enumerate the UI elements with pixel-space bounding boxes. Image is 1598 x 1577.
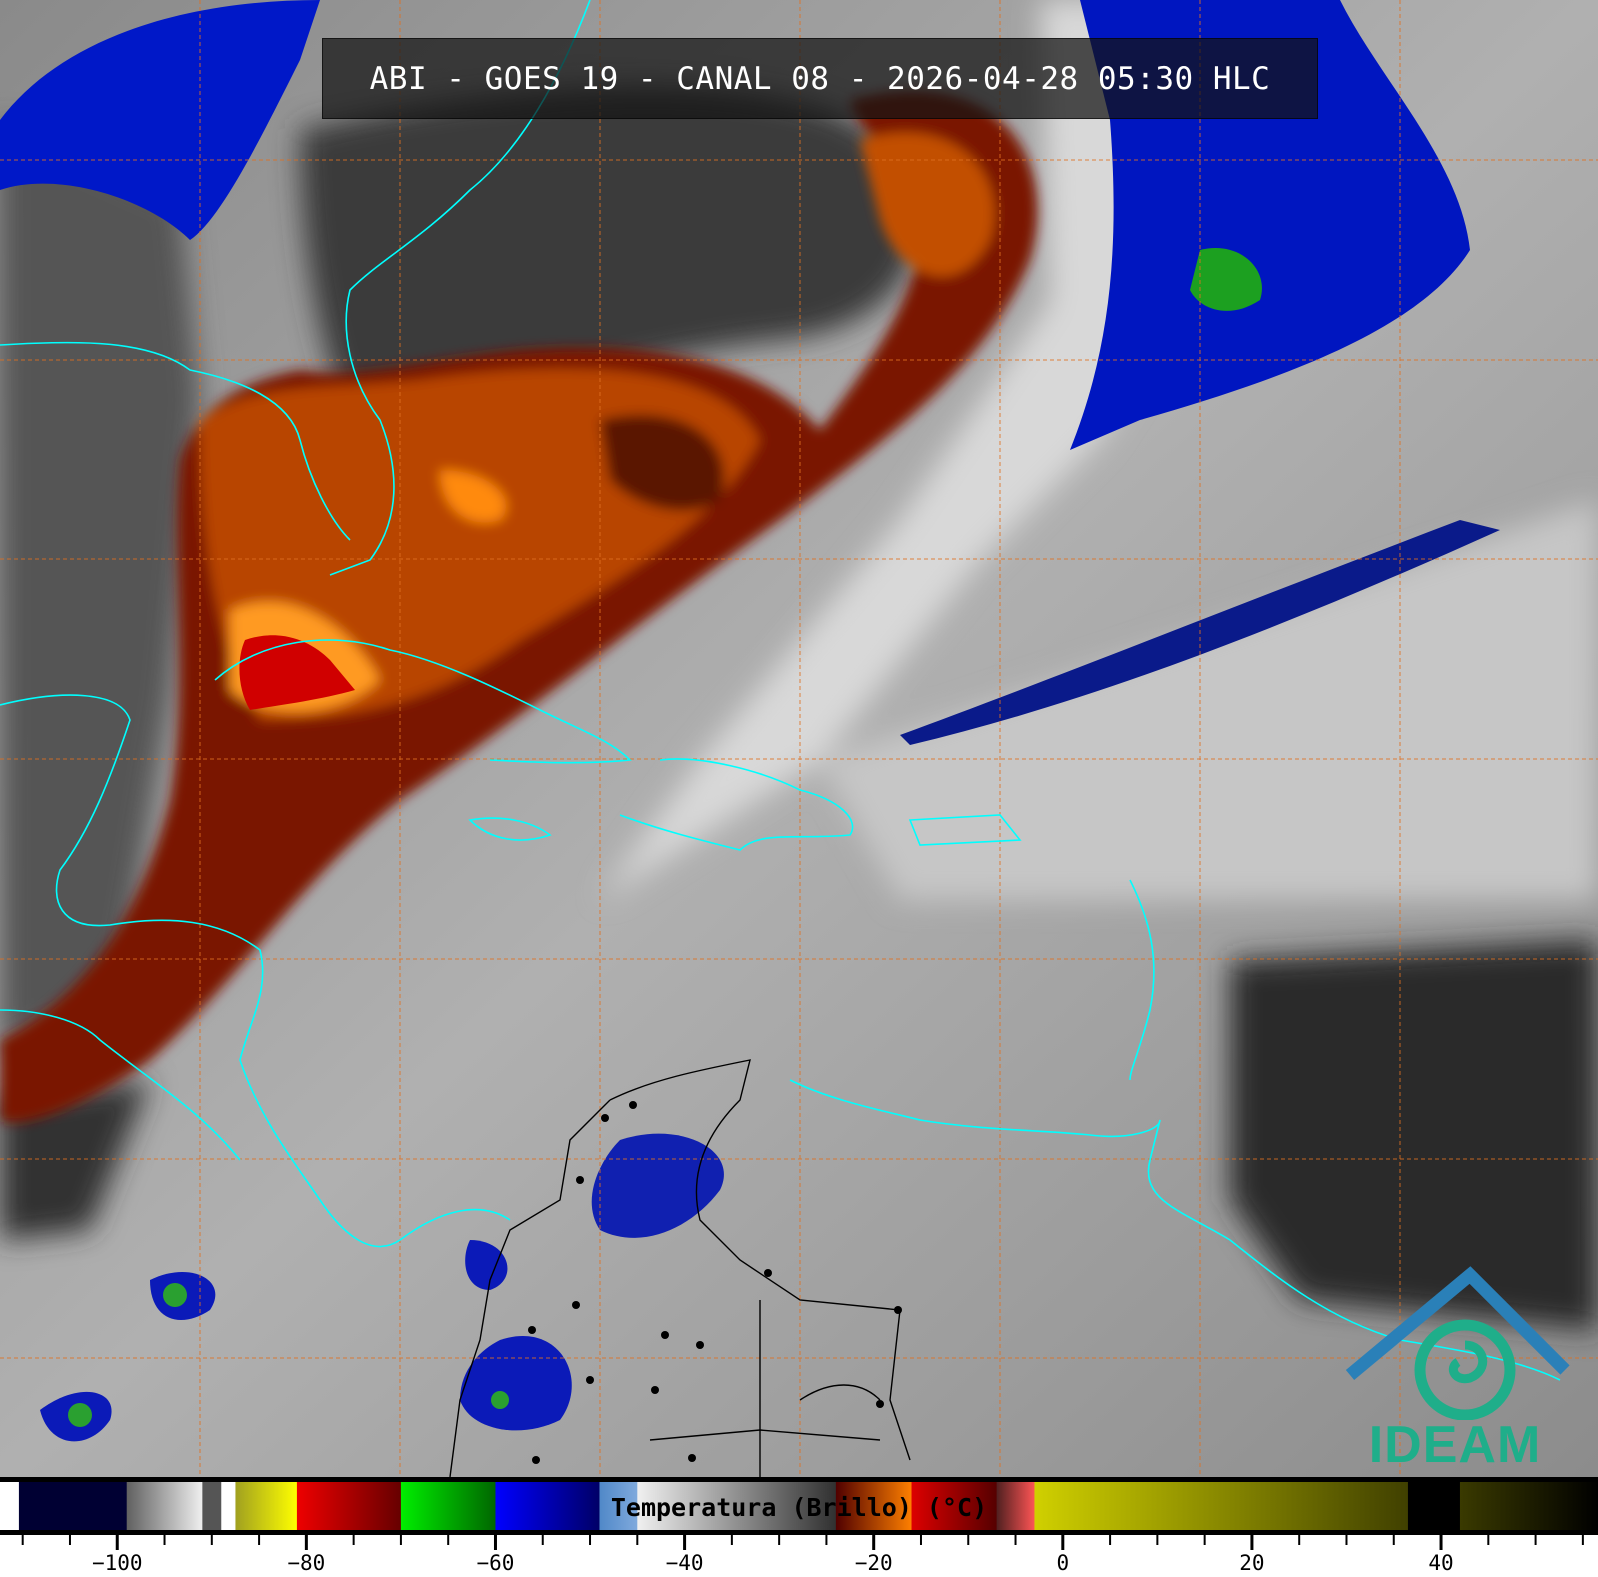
tick-label: −60 [476,1551,515,1575]
bright-cloud-band [600,0,1598,900]
colorbar-segment [835,1482,913,1530]
colorbar-segment [996,1482,1035,1530]
title-banner: ABI - GOES 19 - CANAL 08 - 2026-04-28 05… [322,38,1318,119]
colorbar-segment [18,1482,128,1530]
colorbar-segment [0,1482,20,1530]
ideam-logo: IDEAM [1340,1250,1570,1475]
colorbar-segment [126,1482,203,1530]
tick-label: −80 [287,1551,326,1575]
colorbar-segment [400,1482,496,1530]
colorbar-segment [599,1482,638,1530]
colorbar-segment [235,1482,298,1530]
colorbar-segment [1034,1482,1409,1530]
colorbar-axis: −100 −80 −60 −40 −20 0 20 40 [0,1535,1598,1577]
map-title: ABI - GOES 19 - CANAL 08 - 2026-04-28 05… [369,60,1271,97]
tick-label: −40 [665,1551,704,1575]
ideam-eye-icon [1345,1266,1570,1421]
tick-label: 20 [1239,1551,1265,1575]
cold-cloud-top [239,635,355,710]
colorbar-segment [637,1482,837,1530]
colombia-borders [449,1059,911,1477]
colorbar-segment [1459,1482,1598,1530]
tick-label: 0 [1056,1551,1070,1575]
colorbar-ticks [21,1535,1584,1550]
colorbar-segment [495,1482,600,1530]
colorbar-scale [0,1482,1598,1530]
satellite-map [0,0,1598,1477]
tick-label: −20 [854,1551,893,1575]
colorbar-segment [911,1482,998,1530]
warm-moisture-plume [0,90,1038,1123]
colorbar-segment [221,1482,236,1530]
colorbar-segment [202,1482,222,1530]
logo-text: IDEAM [1368,1416,1542,1474]
tick-label: 40 [1428,1551,1454,1575]
colorbar [0,1477,1598,1535]
city-markers [528,1101,902,1464]
tick-label: −100 [91,1551,143,1575]
colorbar-segment [1407,1482,1461,1530]
colorbar-segment [296,1482,402,1530]
